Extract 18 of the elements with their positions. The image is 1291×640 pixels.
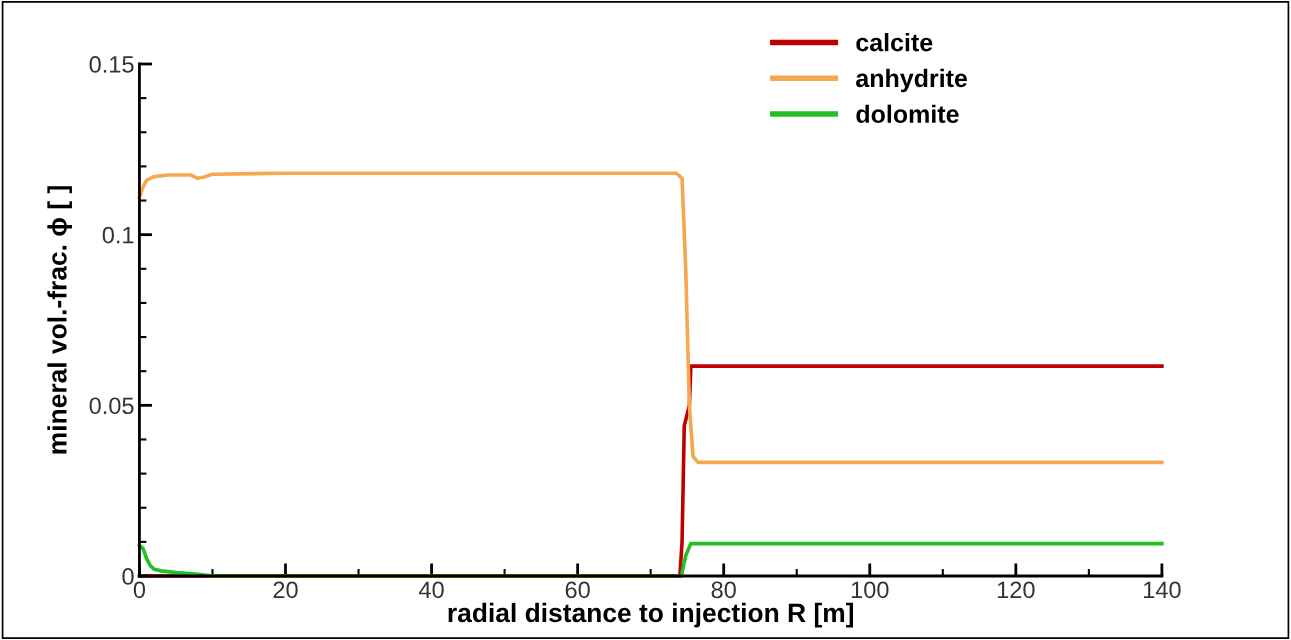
y-axis-title: mineral vol.-frac. ϕ [ ] (47, 186, 72, 454)
line-series (137, 171, 1164, 465)
x-tick-label: 20 (273, 581, 298, 599)
x-axis-title: radial distance to injection R [m] (448, 602, 854, 628)
legend-label: calcite (856, 33, 933, 52)
y-tick-label: 0.1 (102, 226, 134, 244)
legend-label: dolomite (856, 104, 959, 124)
x-tick-label: 140 (1144, 581, 1181, 599)
x-tick-label: 0 (133, 581, 146, 599)
y-tick-label: 0.15 (89, 56, 134, 73)
x-tick-label: 80 (711, 581, 736, 599)
x-tick-label: 100 (851, 581, 889, 599)
legend-label: anhydrite (856, 68, 968, 93)
x-tick-label: 120 (997, 581, 1035, 599)
x-tick-label: 60 (565, 581, 590, 599)
y-tick-label: 0 (122, 568, 134, 585)
y-tick-label: 0.05 (89, 397, 134, 415)
x-tick-label: 40 (418, 581, 444, 599)
